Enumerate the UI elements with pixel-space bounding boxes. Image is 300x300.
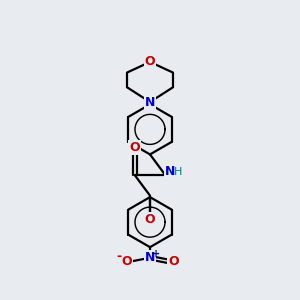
Text: O: O bbox=[129, 141, 140, 154]
Text: -: - bbox=[117, 250, 122, 263]
Text: O: O bbox=[145, 213, 155, 226]
Text: O: O bbox=[121, 255, 132, 268]
Text: N: N bbox=[145, 251, 155, 264]
Text: N: N bbox=[145, 95, 155, 109]
Text: +: + bbox=[152, 249, 160, 259]
Text: N: N bbox=[164, 165, 175, 178]
Text: H: H bbox=[174, 167, 182, 177]
Text: O: O bbox=[168, 255, 179, 268]
Text: O: O bbox=[145, 56, 155, 68]
